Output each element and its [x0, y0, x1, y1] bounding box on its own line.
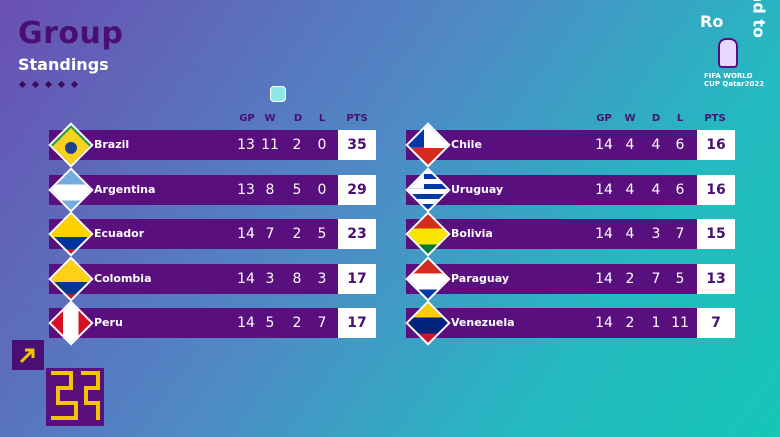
- stat-l: 7: [675, 226, 685, 242]
- team-name: Paraguay: [451, 272, 509, 285]
- stat-gp: 14: [237, 271, 255, 287]
- maze-pattern: [46, 368, 104, 426]
- stat-pts: 16: [697, 175, 735, 205]
- page-subtitle: Standings: [18, 55, 109, 74]
- page-title: Group: [18, 16, 124, 51]
- stat-d: 1: [651, 315, 661, 331]
- header-w: W: [624, 113, 636, 124]
- world-cup-logo: Ro ad to FIFA WORLD CUP Qatar2022: [698, 0, 768, 102]
- table-row: Paraguay 14 2 7 5 13: [405, 256, 735, 302]
- stat-w: 11: [261, 137, 279, 153]
- stat-pts: 29: [338, 175, 376, 205]
- stat-pts: 17: [338, 264, 376, 294]
- table-row: Ecuador 14 7 2 5 23: [48, 211, 376, 257]
- team-name: Uruguay: [451, 183, 504, 196]
- table-row: Brazil 13 11 2 0 35: [48, 122, 376, 168]
- stat-w: 8: [265, 182, 275, 198]
- stat-pts: 23: [338, 219, 376, 249]
- header-pts: PTS: [346, 113, 368, 124]
- stat-gp: 14: [595, 315, 613, 331]
- logo-text-1: Ro: [700, 12, 724, 31]
- arrow-icon: [12, 340, 44, 370]
- logo-caption: FIFA WORLD CUP Qatar2022: [704, 72, 765, 88]
- stat-gp: 14: [595, 226, 613, 242]
- header-l: L: [318, 113, 326, 124]
- team-name: Peru: [94, 316, 123, 329]
- stat-d: 7: [651, 271, 661, 287]
- stat-d: 4: [651, 137, 661, 153]
- stat-w: 7: [265, 226, 275, 242]
- stat-d: 3: [651, 226, 661, 242]
- stat-l: 5: [317, 226, 327, 242]
- stat-d: 5: [292, 182, 302, 198]
- stat-gp: 14: [595, 137, 613, 153]
- decorative-dots: [18, 80, 79, 89]
- stat-l: 0: [317, 137, 327, 153]
- stat-gp: 14: [595, 271, 613, 287]
- stat-gp: 14: [595, 182, 613, 198]
- team-name: Brazil: [94, 138, 130, 151]
- logo-text-2: ad to: [749, 0, 768, 38]
- stat-l: 6: [675, 137, 685, 153]
- table-row: Colombia 14 3 8 3 17: [48, 256, 376, 302]
- trophy-icon: [718, 38, 738, 68]
- team-name: Venezuela: [451, 316, 515, 329]
- stat-l: 3: [317, 271, 327, 287]
- table-row: Peru 14 5 2 7 17: [48, 300, 376, 346]
- table-row: Venezuela 14 2 1 11 7: [405, 300, 735, 346]
- stat-gp: 14: [237, 315, 255, 331]
- team-name: Bolivia: [451, 227, 493, 240]
- stat-gp: 13: [237, 182, 255, 198]
- header-l: L: [676, 113, 684, 124]
- stat-d: 4: [651, 182, 661, 198]
- stat-gp: 14: [237, 226, 255, 242]
- team-name: Chile: [451, 138, 482, 151]
- stat-w: 3: [265, 271, 275, 287]
- stat-w: 4: [625, 137, 635, 153]
- header-w: W: [264, 113, 276, 124]
- decorative-pattern: [12, 340, 107, 430]
- header-gp: GP: [239, 113, 255, 124]
- stat-pts: 16: [697, 130, 735, 160]
- stat-l: 5: [675, 271, 685, 287]
- stat-l: 0: [317, 182, 327, 198]
- stat-gp: 13: [237, 137, 255, 153]
- stat-d: 2: [292, 315, 302, 331]
- stat-w: 4: [625, 182, 635, 198]
- stat-d: 8: [292, 271, 302, 287]
- stat-pts: 7: [697, 308, 735, 338]
- stat-l: 11: [671, 315, 689, 331]
- stat-w: 5: [265, 315, 275, 331]
- stat-l: 7: [317, 315, 327, 331]
- table-row: Bolivia 14 4 3 7 15: [405, 211, 735, 257]
- stat-pts: 15: [697, 219, 735, 249]
- stat-pts: 17: [338, 308, 376, 338]
- team-name: Colombia: [94, 272, 152, 285]
- stat-pts: 35: [338, 130, 376, 160]
- header-d: D: [293, 113, 303, 124]
- stat-pts: 13: [697, 264, 735, 294]
- header-gp: GP: [596, 113, 612, 124]
- stat-w: 2: [625, 271, 635, 287]
- stat-l: 6: [675, 182, 685, 198]
- stat-d: 2: [292, 226, 302, 242]
- team-name: Argentina: [94, 183, 156, 196]
- table-row: Uruguay 14 4 4 6 16: [405, 167, 735, 213]
- stat-w: 2: [625, 315, 635, 331]
- stat-w: 4: [625, 226, 635, 242]
- stat-d: 2: [292, 137, 302, 153]
- table-row: Argentina 13 8 5 0 29: [48, 167, 376, 213]
- header-d: D: [651, 113, 661, 124]
- header-pts: PTS: [704, 113, 726, 124]
- football-icon: [270, 86, 286, 102]
- team-name: Ecuador: [94, 227, 145, 240]
- table-row: Chile 14 4 4 6 16: [405, 122, 735, 168]
